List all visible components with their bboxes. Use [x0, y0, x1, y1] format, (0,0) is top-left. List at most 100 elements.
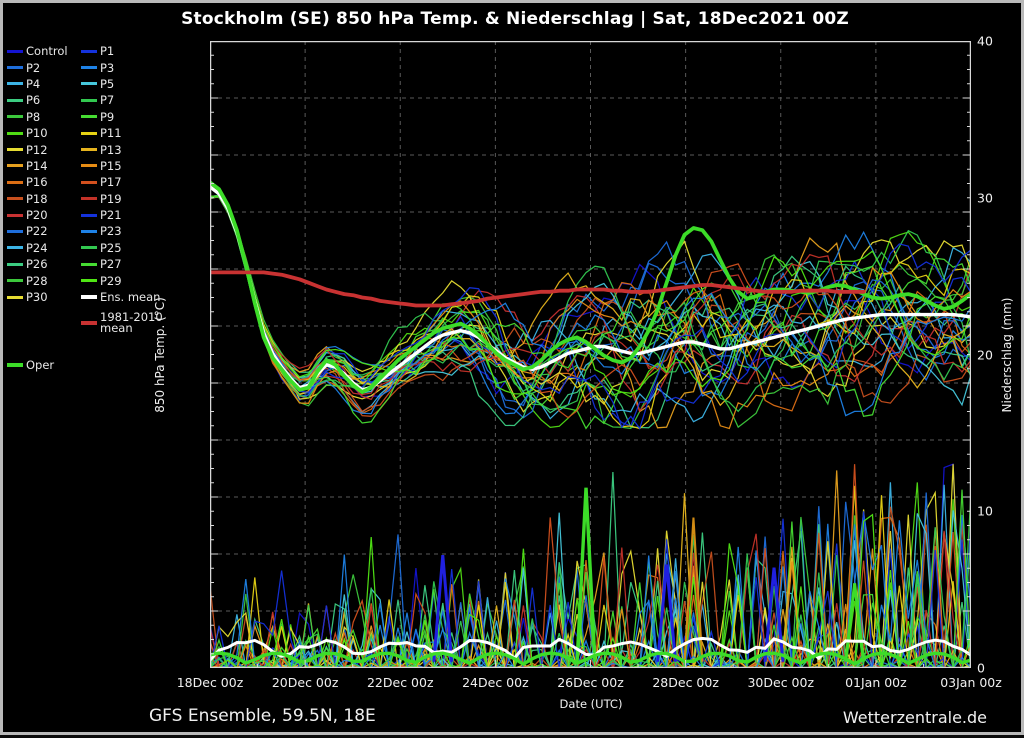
legend-label: P1	[100, 44, 115, 59]
legend-label: P28	[26, 273, 48, 288]
precip-ens-mean	[210, 636, 971, 662]
chart-title: Stockholm (SE) 850 hPa Temp. & Niedersch…	[181, 9, 849, 29]
legend-swatch-icon	[81, 66, 97, 70]
series-oper	[210, 180, 971, 395]
legend-swatch-icon	[7, 49, 23, 53]
legend-item-p14[interactable]: P14	[7, 158, 85, 174]
legend-item-p3[interactable]: P3	[81, 59, 159, 75]
legend-item-p18[interactable]: P18	[7, 191, 85, 207]
legend-label: P23	[100, 224, 122, 239]
legend-label: P30	[26, 290, 48, 305]
legend-item-p9[interactable]: P9	[81, 109, 159, 125]
legend-item-p8[interactable]: P8	[7, 109, 85, 125]
legend-item-ens-mean[interactable]: Ens. mean	[81, 289, 160, 305]
ensemble-temp-lines	[210, 194, 971, 430]
legend-item-p16[interactable]: P16	[7, 174, 85, 190]
legend-item-p25[interactable]: P25	[81, 240, 159, 256]
legend-item-p10[interactable]: P10	[7, 125, 85, 141]
legend-swatch-icon	[7, 82, 23, 86]
legend-item-oper[interactable]: Oper	[7, 357, 54, 373]
legend-swatch-icon	[81, 49, 97, 53]
precip-oper	[210, 651, 971, 667]
legend-label: P27	[100, 257, 122, 272]
legend-label: P8	[26, 109, 41, 124]
legend-swatch-icon	[7, 180, 23, 184]
legend-item-p2[interactable]: P2	[7, 59, 85, 75]
legend-label: P7	[100, 93, 115, 108]
legend-item-p28[interactable]: P28	[7, 272, 85, 288]
legend-swatch-icon	[81, 279, 97, 283]
legend-label: P12	[26, 142, 48, 157]
legend-item-p4[interactable]: P4	[7, 76, 85, 92]
x-tick: 18Dec 00z	[176, 675, 244, 690]
legend-item-p11[interactable]: P11	[81, 125, 159, 141]
legend-label: P20	[26, 208, 48, 223]
legend-swatch-icon	[81, 295, 97, 300]
legend-item-p15[interactable]: P15	[81, 158, 159, 174]
legend-item-p6[interactable]: P6	[7, 92, 85, 108]
legend-label: P4	[26, 76, 41, 91]
legend-swatch-icon	[7, 148, 23, 152]
legend-label: Control	[26, 44, 68, 59]
legend-item-p30[interactable]: P30	[7, 289, 85, 305]
plot-area[interactable]	[210, 41, 971, 668]
legend-item-p13[interactable]: P13	[81, 141, 159, 157]
legend-item-p27[interactable]: P27	[81, 256, 159, 272]
x-tick: 30Dec 00z	[747, 675, 815, 690]
legend-swatch-icon	[81, 246, 97, 250]
legend-swatch-icon	[81, 321, 97, 326]
legend-swatch-icon	[81, 180, 97, 184]
legend-swatch-icon	[7, 115, 23, 119]
legend-swatch-icon	[81, 164, 97, 168]
legend-column-1: Control P2 P4 P6 P8 P10 P12 P14 P16 P18 P20 P22 P24 P…	[7, 43, 85, 305]
ensemble-precip-lines	[210, 463, 971, 668]
legend-item-p20[interactable]: P20	[7, 207, 85, 223]
legend-swatch-icon	[81, 82, 97, 86]
legend-item-p5[interactable]: P5	[81, 76, 159, 92]
y-axis-left-ticks: 151050-5-10-15-20-25-30-35-40	[3, 3, 204, 738]
legend-item-p17[interactable]: P17	[81, 174, 159, 190]
legend-swatch-icon	[81, 148, 97, 152]
legend-item-p24[interactable]: P24	[7, 240, 85, 256]
legend-label: 1981-2010 mean	[100, 309, 163, 336]
legend-item-p12[interactable]: P12	[7, 141, 85, 157]
legend-label: P10	[26, 126, 48, 141]
footer-model-info: GFS Ensemble, 59.5N, 18E	[149, 706, 376, 726]
y-tick-right: 30	[977, 190, 993, 206]
legend-label: P21	[100, 208, 122, 223]
legend-label: P6	[26, 93, 41, 108]
legend-swatch-icon	[7, 295, 23, 299]
legend-swatch-icon	[81, 197, 97, 201]
legend: Control P2 P4 P6 P8 P10 P12 P14 P16 P18 P20 P22 P24 P…	[7, 43, 167, 383]
legend-item-control[interactable]: Control	[7, 43, 85, 59]
x-tick: 20Dec 00z	[271, 675, 339, 690]
legend-swatch-icon	[7, 262, 23, 266]
legend-item-p21[interactable]: P21	[81, 207, 159, 223]
legend-label: P3	[100, 60, 115, 75]
legend-item-climatology[interactable]: 1981-2010 mean	[81, 311, 167, 334]
chart-svg	[210, 41, 971, 668]
legend-label: P15	[100, 158, 122, 173]
legend-label: P16	[26, 175, 48, 190]
legend-label: P9	[100, 109, 115, 124]
legend-swatch-icon	[7, 246, 23, 250]
footer-source: Wetterzentrale.de	[842, 708, 987, 727]
legend-item-p1[interactable]: P1	[81, 43, 159, 59]
legend-swatch-icon	[7, 131, 23, 135]
legend-swatch-icon	[81, 115, 97, 119]
legend-item-p19[interactable]: P19	[81, 191, 159, 207]
legend-column-2: P1 P3 P5 P7 P9 P11 P13 P15 P17 P19 P21 P23 P25 P27 P29	[81, 43, 159, 289]
legend-label: P17	[100, 175, 122, 190]
y-tick-right: 10	[977, 503, 993, 519]
legend-item-p23[interactable]: P23	[81, 223, 159, 239]
y-axis-right-label: Niederschlag (mm)	[1000, 297, 1014, 413]
legend-item-p7[interactable]: P7	[81, 92, 159, 108]
y-axis-right-ticks: 40 30 20 10 0	[977, 3, 1024, 738]
legend-item-p26[interactable]: P26	[7, 256, 85, 272]
legend-swatch-icon	[7, 164, 23, 168]
legend-item-p22[interactable]: P22	[7, 223, 85, 239]
legend-item-p29[interactable]: P29	[81, 272, 159, 288]
series-1981-2010-mean	[210, 270, 866, 308]
legend-label: P18	[26, 191, 48, 206]
